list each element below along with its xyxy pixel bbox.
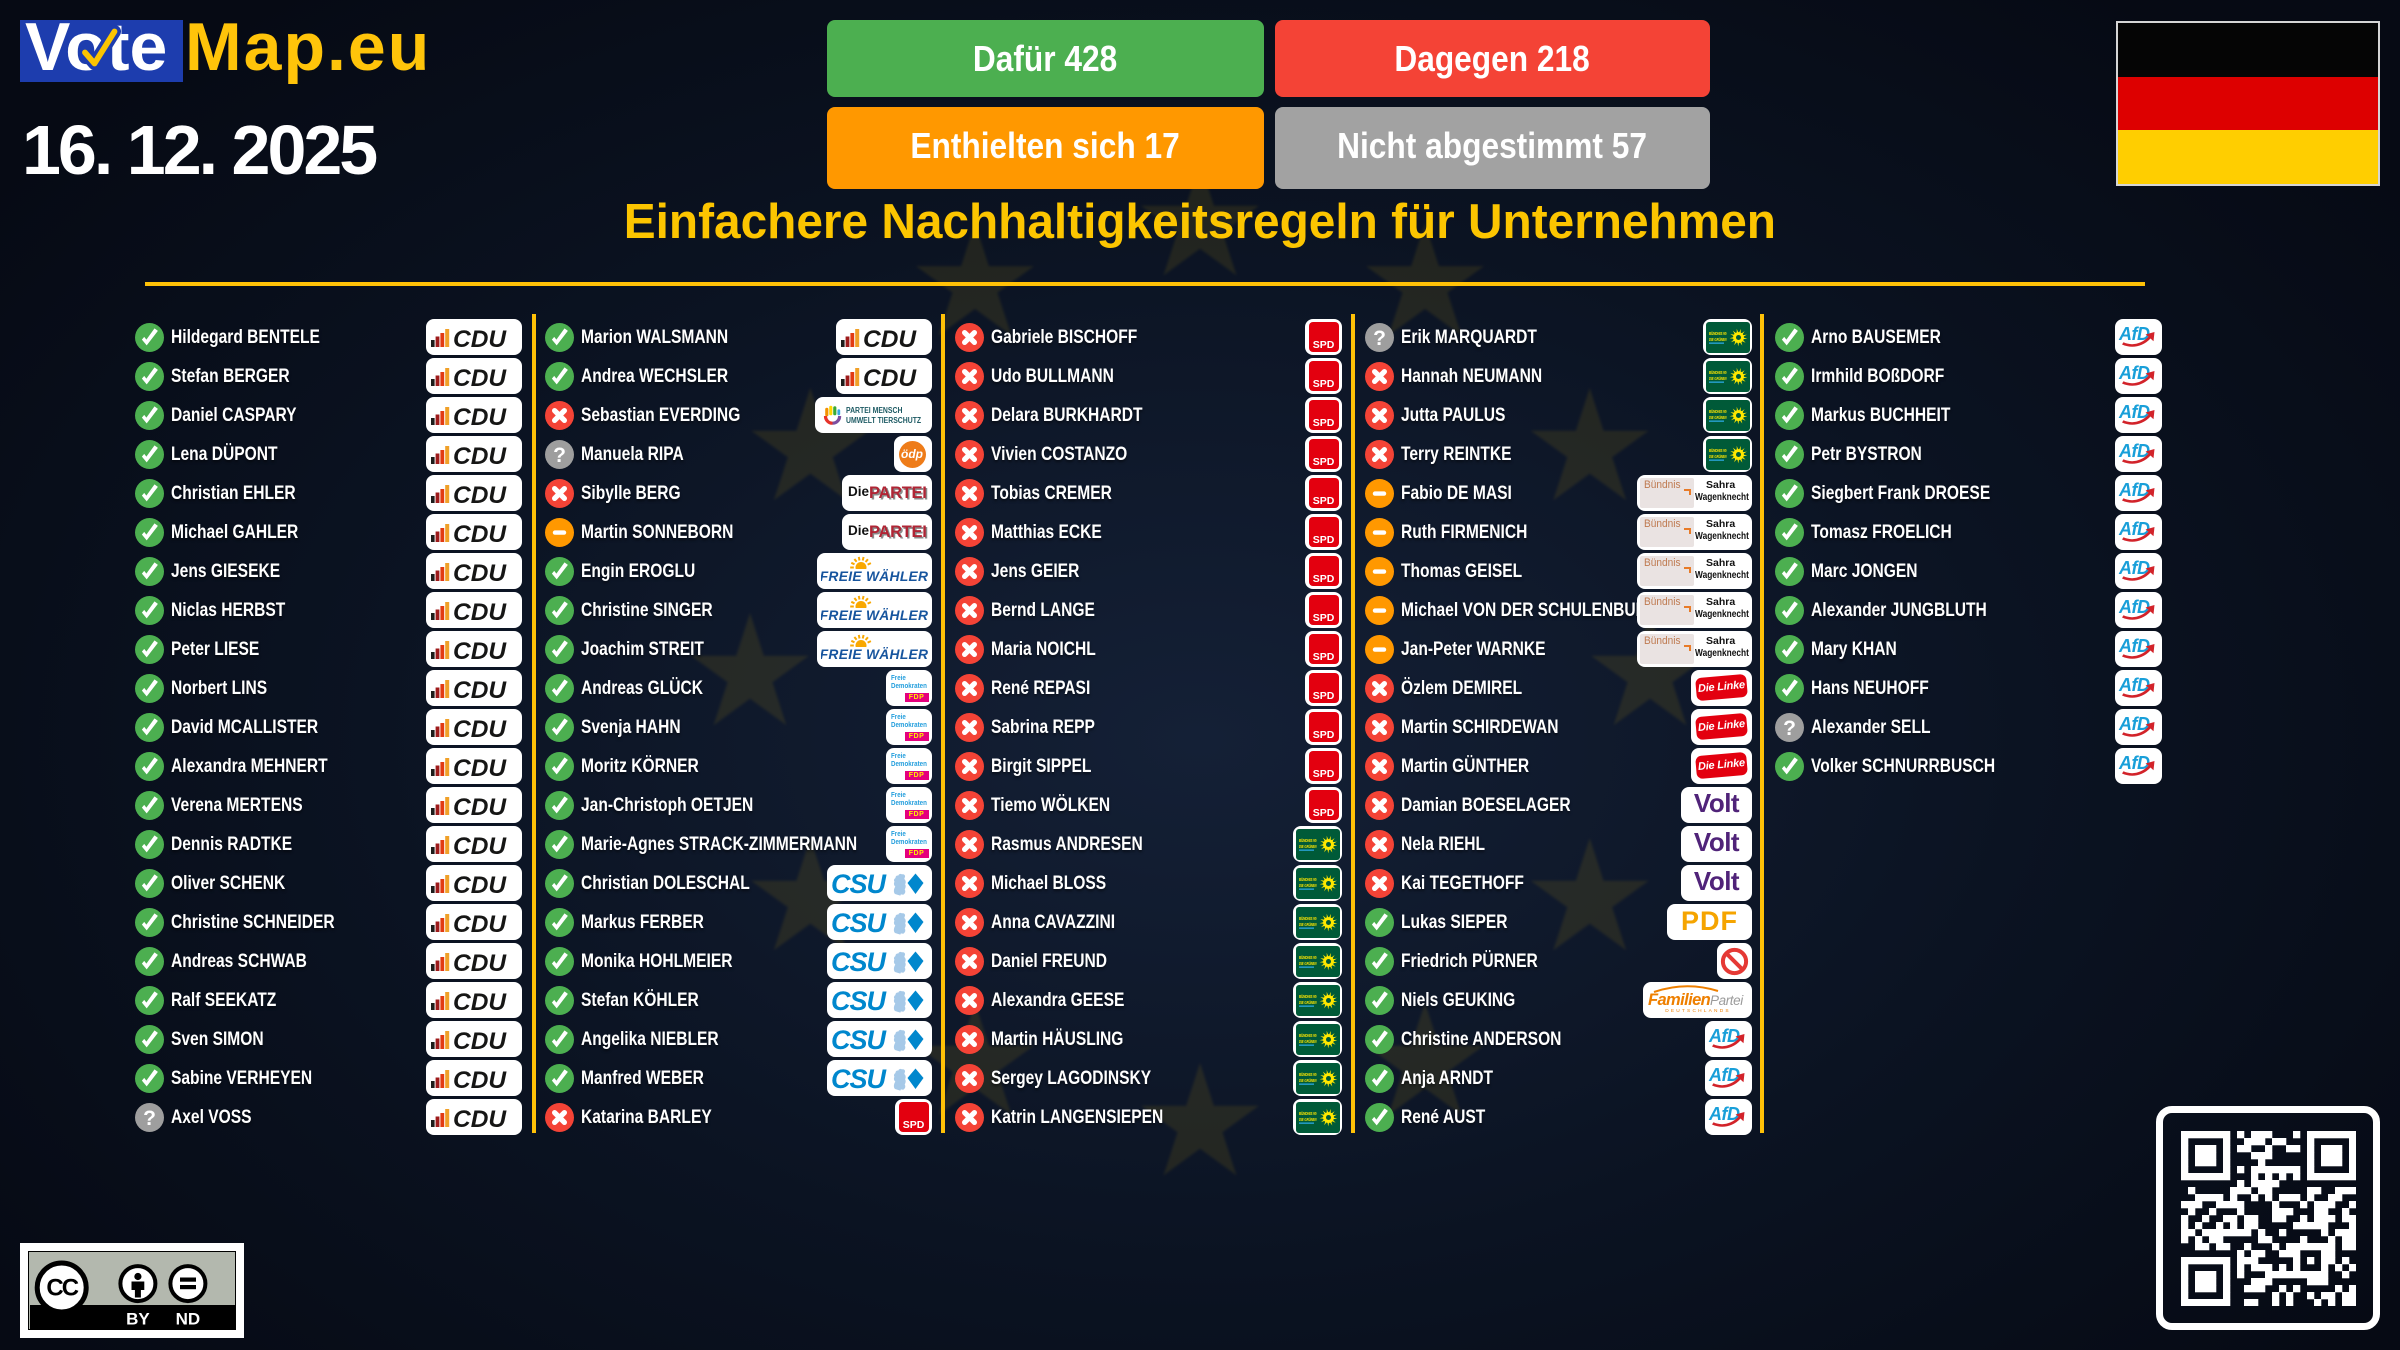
svg-text:AfD: AfD (2118, 519, 2150, 539)
svg-text:?: ? (1373, 327, 1386, 350)
svg-text:DIE GRÜNEN: DIE GRÜNEN (1299, 1116, 1317, 1122)
svg-text:?: ? (143, 1107, 156, 1130)
svg-text:CDU: CDU (453, 716, 507, 742)
svg-text:CSU: CSU (831, 908, 888, 938)
svg-text:BY: BY (126, 1310, 150, 1329)
svg-text:CDU: CDU (863, 326, 917, 352)
svg-text:DIE GRÜNEN: DIE GRÜNEN (1299, 1038, 1317, 1044)
svg-text:AfD: AfD (2118, 675, 2150, 695)
svg-text:AfD: AfD (2118, 636, 2150, 656)
svg-text:DIE GRÜNEN: DIE GRÜNEN (1299, 843, 1317, 849)
svg-text:CDU: CDU (453, 950, 507, 976)
svg-text:DIE GRÜNEN: DIE GRÜNEN (1299, 999, 1317, 1005)
svg-text:AfD: AfD (1708, 1026, 1740, 1046)
svg-text:BÜNDNIS 90: BÜNDNIS 90 (1299, 954, 1317, 960)
svg-text:CSU: CSU (831, 1064, 888, 1094)
svg-text:CDU: CDU (453, 365, 507, 391)
svg-text:AfD: AfD (2118, 558, 2150, 578)
svg-text:?: ? (553, 444, 566, 467)
svg-text:CDU: CDU (453, 521, 507, 547)
svg-text:CDU: CDU (453, 560, 507, 586)
svg-text:AfD: AfD (2118, 753, 2150, 773)
svg-text:AfD: AfD (1708, 1065, 1740, 1085)
svg-text:CDU: CDU (453, 755, 507, 781)
svg-text:CSU: CSU (831, 1025, 888, 1055)
svg-text:AfD: AfD (2118, 480, 2150, 500)
svg-text:CDU: CDU (453, 1067, 507, 1093)
svg-text:FREIE WÄHLER: FREIE WÄHLER (821, 568, 928, 584)
svg-text:DIE GRÜNEN: DIE GRÜNEN (1299, 921, 1317, 927)
svg-text:AfD: AfD (2118, 441, 2150, 461)
svg-text:AfD: AfD (2118, 324, 2150, 344)
svg-text:FREIE WÄHLER: FREIE WÄHLER (821, 646, 928, 662)
svg-text:BÜNDNIS 90: BÜNDNIS 90 (1299, 915, 1317, 921)
svg-text:CDU: CDU (453, 404, 507, 430)
svg-text:BÜNDNIS 90: BÜNDNIS 90 (1299, 1110, 1317, 1116)
svg-text:CDU: CDU (453, 911, 507, 937)
svg-text:BÜNDNIS 90: BÜNDNIS 90 (1299, 993, 1317, 999)
svg-text:DIE GRÜNEN: DIE GRÜNEN (1709, 453, 1727, 459)
svg-text:BÜNDNIS 90: BÜNDNIS 90 (1709, 369, 1727, 375)
svg-text:CDU: CDU (863, 365, 917, 391)
svg-text:CDU: CDU (453, 872, 507, 898)
svg-text:DIE GRÜNEN: DIE GRÜNEN (1709, 414, 1727, 420)
svg-text:CDU: CDU (453, 482, 507, 508)
svg-text:DIE GRÜNEN: DIE GRÜNEN (1709, 336, 1727, 342)
svg-text:AfD: AfD (1708, 1104, 1740, 1124)
svg-text:BÜNDNIS 90: BÜNDNIS 90 (1299, 837, 1317, 843)
svg-text:DIE GRÜNEN: DIE GRÜNEN (1709, 375, 1727, 381)
svg-text:AfD: AfD (2118, 714, 2150, 734)
svg-text:AfD: AfD (2118, 597, 2150, 617)
svg-text:DIE GRÜNEN: DIE GRÜNEN (1299, 1077, 1317, 1083)
svg-text:CDU: CDU (453, 1106, 507, 1132)
svg-text:BÜNDNIS 90: BÜNDNIS 90 (1299, 1071, 1317, 1077)
svg-text:CDU: CDU (453, 599, 507, 625)
svg-text:CDU: CDU (453, 794, 507, 820)
svg-text:CDU: CDU (453, 989, 507, 1015)
svg-text:DEUTSCHLANDS: DEUTSCHLANDS (1665, 1008, 1731, 1014)
svg-text:DIE GRÜNEN: DIE GRÜNEN (1299, 882, 1317, 888)
svg-text:CDU: CDU (453, 638, 507, 664)
svg-text:BÜNDNIS 90: BÜNDNIS 90 (1299, 1032, 1317, 1038)
svg-text:Partei: Partei (1710, 993, 1744, 1008)
svg-text:BÜNDNIS 90: BÜNDNIS 90 (1709, 408, 1727, 414)
svg-text:CDU: CDU (453, 1028, 507, 1054)
svg-text:CSU: CSU (831, 869, 888, 899)
svg-text:CDU: CDU (453, 833, 507, 859)
svg-text:CSU: CSU (831, 986, 888, 1016)
svg-text:ND: ND (176, 1310, 201, 1329)
svg-text:BÜNDNIS 90: BÜNDNIS 90 (1299, 876, 1317, 882)
svg-text:CDU: CDU (453, 326, 507, 352)
svg-text:AfD: AfD (2118, 402, 2150, 422)
svg-text:CDU: CDU (453, 443, 507, 469)
svg-text:FREIE WÄHLER: FREIE WÄHLER (821, 607, 928, 623)
svg-text:?: ? (1783, 717, 1796, 740)
svg-text:BÜNDNIS 90: BÜNDNIS 90 (1709, 330, 1727, 336)
svg-text:AfD: AfD (2118, 363, 2150, 383)
svg-text:CDU: CDU (453, 677, 507, 703)
svg-text:DIE GRÜNEN: DIE GRÜNEN (1299, 960, 1317, 966)
svg-text:CC: CC (46, 1275, 78, 1302)
svg-text:Familien: Familien (1648, 991, 1711, 1009)
svg-text:BÜNDNIS 90: BÜNDNIS 90 (1709, 447, 1727, 453)
svg-text:CSU: CSU (831, 947, 888, 977)
